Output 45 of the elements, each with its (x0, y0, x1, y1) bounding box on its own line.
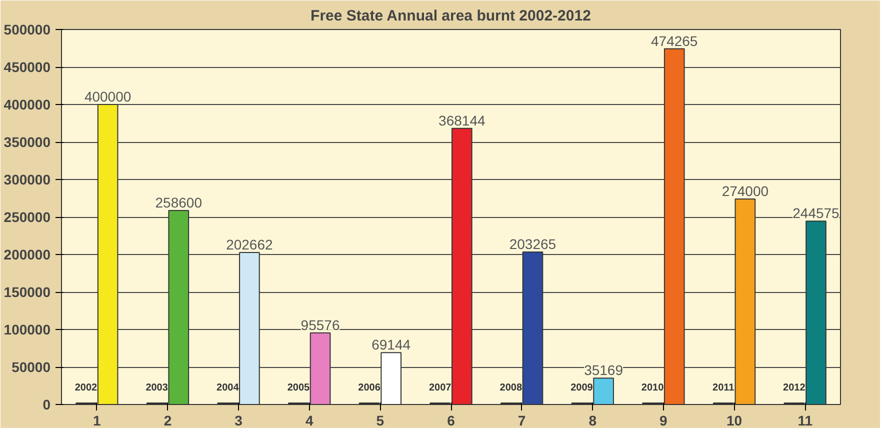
chart-title: Free State Annual area burnt 2002-2012 (310, 8, 591, 24)
data-label: 95576 (300, 316, 340, 333)
data-label: 258600 (155, 194, 202, 211)
data-label: 274000 (722, 183, 769, 199)
data-label: 368144 (438, 112, 486, 128)
y-tick-label: 100000 (4, 322, 51, 338)
data-label: 202662 (226, 236, 274, 253)
data-label: 2010 (641, 382, 664, 394)
y-tick-label: 400000 (4, 96, 51, 112)
data-label: 2007 (428, 382, 452, 394)
data-label: 474265 (651, 32, 698, 49)
data-label: 2004 (216, 382, 240, 394)
x-tick-label: 8 (588, 412, 597, 428)
x-tick-label: 9 (660, 412, 668, 428)
x-tick-label: 2 (164, 412, 172, 428)
y-tick-label: 200000 (4, 246, 51, 262)
data-label: 400000 (84, 88, 132, 104)
x-tick-label: 5 (376, 412, 384, 428)
y-tick-label: 250000 (4, 209, 51, 225)
x-tick-label: 6 (447, 412, 456, 428)
data-label: 2012 (783, 382, 806, 394)
x-tick-label: 11 (798, 412, 813, 428)
data-label: 2003 (146, 382, 168, 394)
data-label: 244575 (792, 205, 840, 222)
y-tick-label: 50000 (12, 359, 51, 375)
x-tick-label: 4 (305, 412, 314, 428)
data-label: 2002 (74, 382, 98, 394)
y-tick-label: 500000 (4, 22, 51, 38)
y-tick-label: 450000 (4, 59, 51, 75)
data-label: 2008 (500, 382, 522, 394)
data-label: 2011 (712, 382, 735, 394)
data-label: 35169 (584, 362, 624, 378)
data-label: 2009 (570, 382, 594, 394)
y-tick-label: 150000 (4, 284, 51, 300)
x-tick-label: 3 (234, 412, 243, 428)
data-label: 203265 (509, 236, 556, 252)
x-tick-label: 10 (726, 412, 742, 428)
y-tick-label: 0 (42, 396, 51, 412)
data-label: 69144 (372, 336, 411, 353)
x-tick-label: 1 (93, 412, 102, 428)
data-label: 2005 (287, 382, 310, 394)
y-tick-label: 300000 (4, 172, 51, 188)
y-tick-label: 350000 (4, 134, 51, 150)
x-tick-label: 7 (518, 412, 526, 428)
data-label: 2006 (358, 382, 381, 394)
